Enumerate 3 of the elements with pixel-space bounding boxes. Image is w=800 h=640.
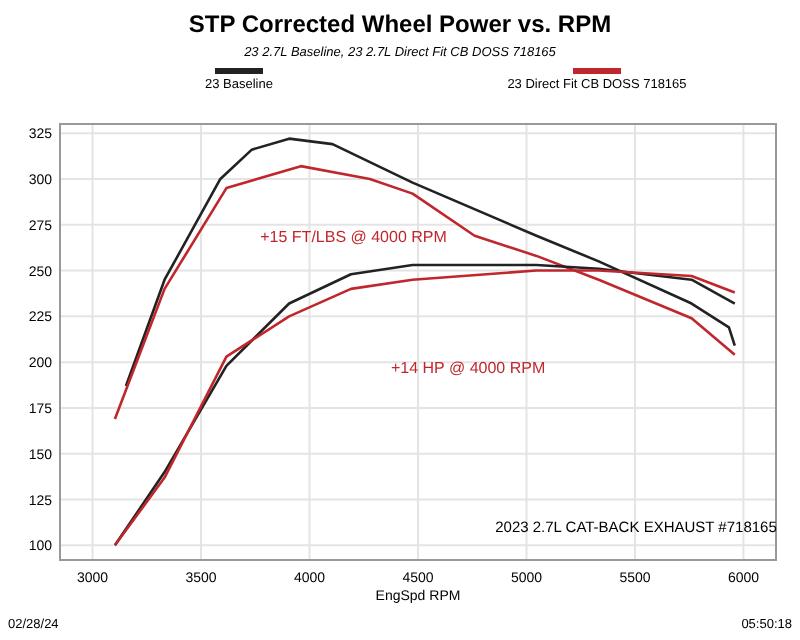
annotation: +15 FT/LBS @ 4000 RPM <box>260 227 448 246</box>
chart-title: STP Corrected Wheel Power vs. RPM <box>188 10 612 38</box>
annotation: +14 HP @ 4000 RPM <box>390 358 546 377</box>
